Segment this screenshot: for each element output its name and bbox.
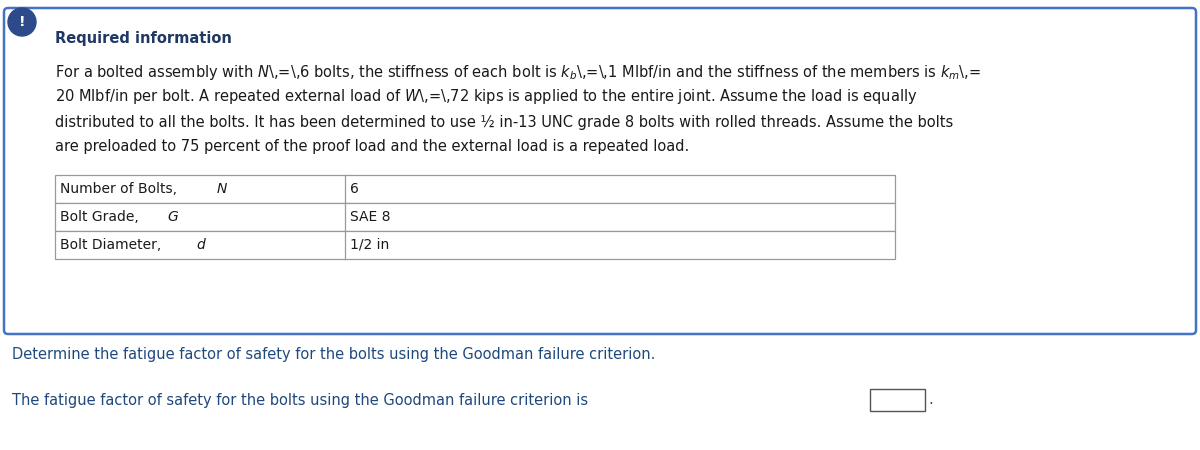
Text: Bolt Grade,: Bolt Grade, [60,210,143,224]
Text: Required information: Required information [55,31,232,45]
Text: The fatigue factor of safety for the bolts using the Goodman failure criterion i: The fatigue factor of safety for the bol… [12,392,588,408]
Text: G: G [167,210,178,224]
Text: .: . [928,392,932,408]
Text: Determine the fatigue factor of safety for the bolts using the Goodman failure c: Determine the fatigue factor of safety f… [12,347,655,363]
Circle shape [8,8,36,36]
Text: are preloaded to 75 percent of the proof load and the external load is a repeate: are preloaded to 75 percent of the proof… [55,140,689,154]
Text: !: ! [19,15,25,29]
Text: 1/2 in: 1/2 in [350,238,389,252]
Bar [55,231,895,259]
Text: 6: 6 [350,182,359,196]
Text: Number of Bolts,: Number of Bolts, [60,182,181,196]
Text: SAE 8: SAE 8 [350,210,390,224]
FancyBboxPatch shape [4,8,1196,334]
Bar [55,175,895,203]
Text: N: N [217,182,227,196]
Text: 20 Mlbf/in per bolt. A repeated external load of $\it{W}$\,=\,72 kips is applied: 20 Mlbf/in per bolt. A repeated external… [55,87,918,107]
Text: For a bolted assembly with $\it{N}$\,=\,6 bolts, the stiffness of each bolt is $: For a bolted assembly with $\it{N}$\,=\,… [55,63,982,81]
Text: d: d [197,238,205,252]
Text: distributed to all the bolts. It has been determined to use ½ in-13 UNC grade 8 : distributed to all the bolts. It has bee… [55,114,953,130]
Bar [55,203,895,231]
Text: Bolt Diameter,: Bolt Diameter, [60,238,166,252]
Bar [870,389,925,411]
